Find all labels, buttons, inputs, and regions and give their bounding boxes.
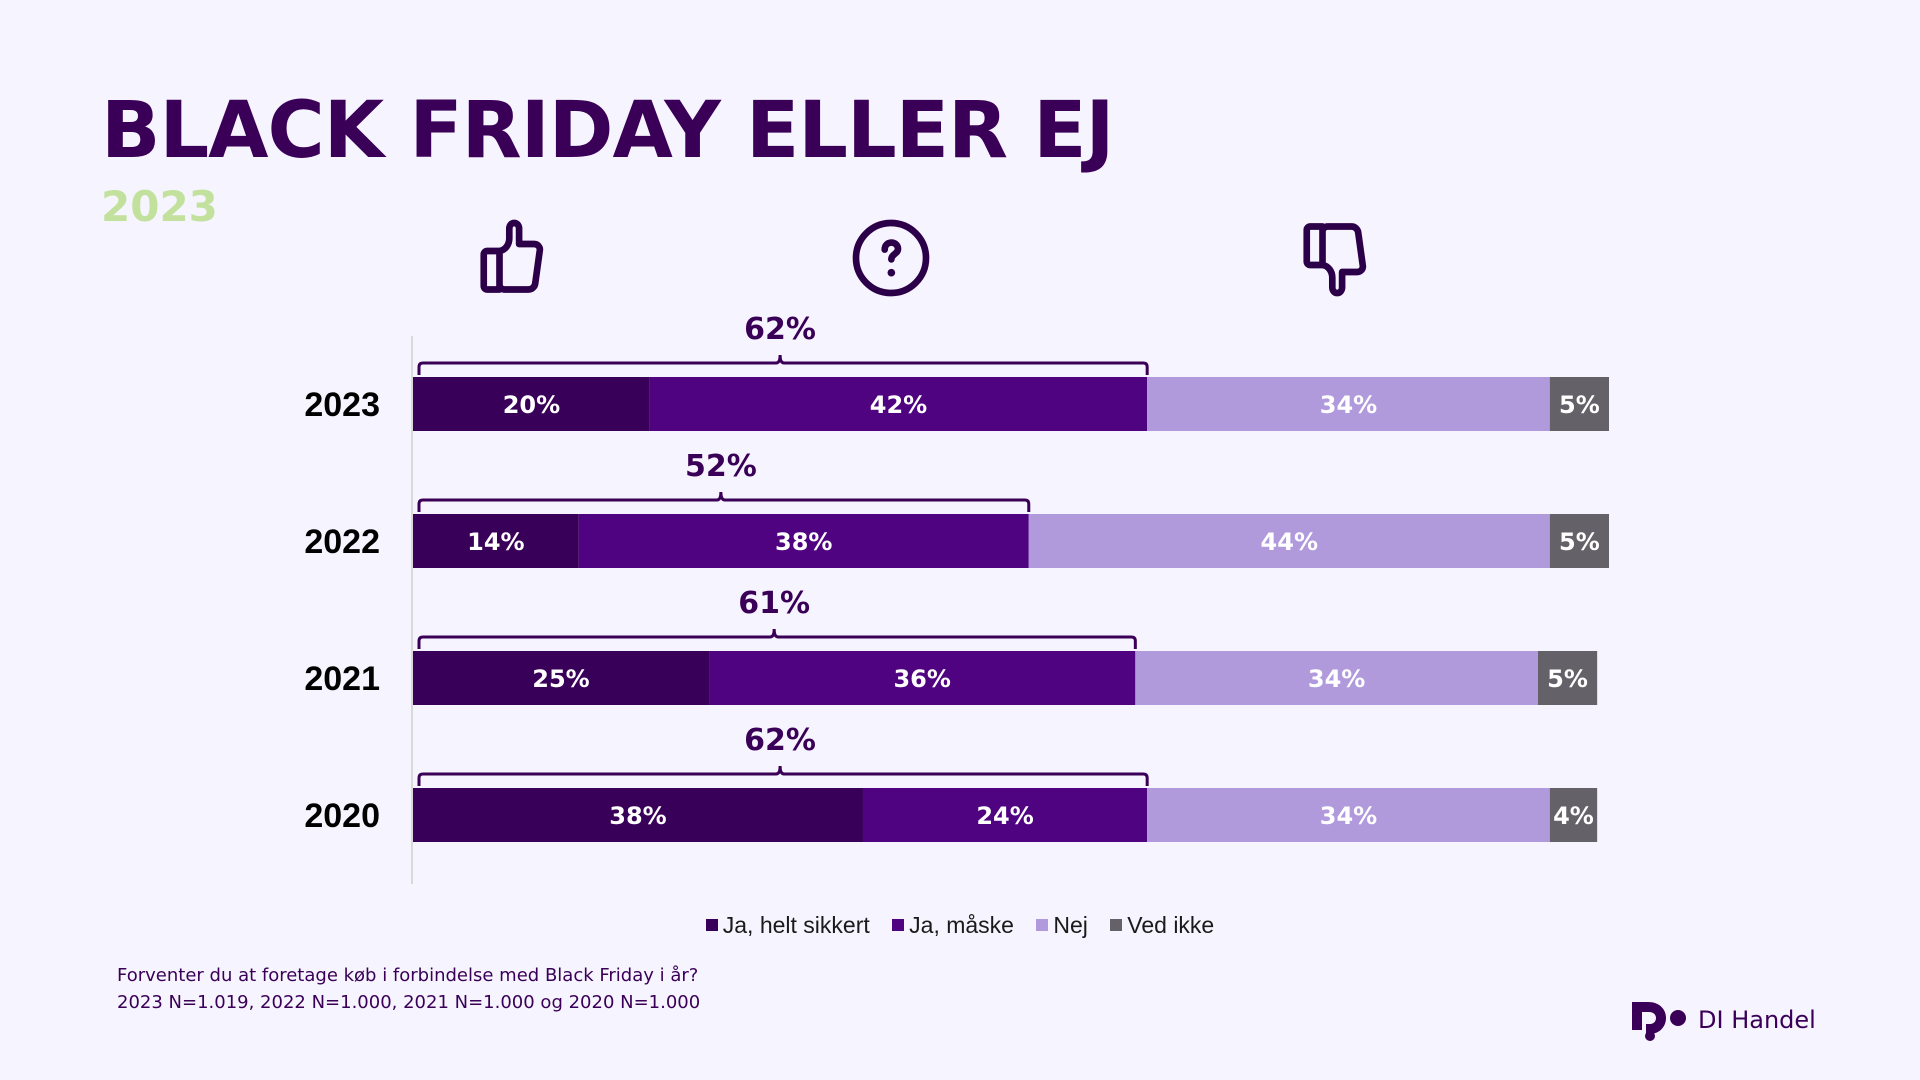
total-bracket xyxy=(417,628,1137,649)
total-bracket xyxy=(417,491,1031,512)
legend-item-ja-helt-sikkert: Ja, helt sikkert xyxy=(705,911,870,939)
bracket-total-label: 61% xyxy=(738,586,810,621)
bar-segment xyxy=(709,651,1136,705)
data-label: 36% xyxy=(893,665,950,693)
data-label: 14% xyxy=(467,528,524,556)
chart-legend: Ja, helt sikkert Ja, måske Nej Ved ikke xyxy=(0,910,1920,939)
bar-segment xyxy=(1549,377,1609,431)
thumbs-down-icon xyxy=(1303,223,1367,297)
legend-item-ved-ikke: Ved ikke xyxy=(1110,912,1214,939)
y-tick-label: 2021 xyxy=(304,660,380,698)
total-bracket xyxy=(417,765,1149,786)
bracket-total-label: 52% xyxy=(685,449,757,484)
bar-segment xyxy=(1028,514,1550,568)
legend-swatch xyxy=(705,919,718,931)
data-label: 38% xyxy=(775,528,832,556)
question-circle-icon xyxy=(852,219,930,297)
bar-segment xyxy=(578,514,1029,568)
di-logo-mark-icon xyxy=(1632,1002,1686,1041)
thumbs-up-icon xyxy=(480,219,544,293)
legend-item-nej: Nej xyxy=(1036,912,1088,939)
data-label: 5% xyxy=(1559,528,1600,556)
bracket-total-label: 62% xyxy=(744,723,816,758)
bar-segment xyxy=(413,377,650,431)
legend-swatch xyxy=(1110,919,1123,931)
bar-segment xyxy=(413,651,710,705)
bar-segment xyxy=(1147,788,1550,842)
legend-item-ja-maaske: Ja, måske xyxy=(892,912,1014,939)
bar-segment xyxy=(413,788,863,842)
logo-text: DI Handel xyxy=(1698,1006,1816,1034)
y-tick-label: 2022 xyxy=(304,523,380,561)
data-label: 20% xyxy=(503,391,560,419)
legend-label: Ved ikke xyxy=(1127,911,1215,938)
legend-swatch xyxy=(1036,919,1049,931)
data-label: 4% xyxy=(1553,802,1594,830)
bar-segment xyxy=(1135,651,1538,705)
legend-swatch xyxy=(892,919,905,931)
bar-segment xyxy=(413,514,579,568)
y-tick-label: 2023 xyxy=(304,386,380,424)
data-label: 24% xyxy=(976,802,1033,830)
footnote-question: Forventer du at foretage køb i forbindel… xyxy=(117,965,699,986)
bracket-total-label: 62% xyxy=(744,312,816,347)
data-label: 5% xyxy=(1559,391,1600,419)
data-label: 34% xyxy=(1320,391,1377,419)
data-label: 42% xyxy=(870,391,927,419)
legend-label: Ja, måske xyxy=(909,911,1014,938)
data-label: 5% xyxy=(1547,665,1588,693)
bar-segment xyxy=(1537,651,1598,705)
legend-label: Ja, helt sikkert xyxy=(722,911,870,938)
bar-segment xyxy=(649,377,1148,431)
data-label: 34% xyxy=(1320,802,1377,830)
data-label: 38% xyxy=(609,802,666,830)
page-title: BLACK FRIDAY ELLER EJ xyxy=(101,86,1114,176)
bar-segment xyxy=(1549,514,1609,568)
data-label: 25% xyxy=(532,665,589,693)
bar-segment xyxy=(862,788,1148,842)
total-bracket xyxy=(417,354,1149,375)
bar-segment xyxy=(1147,377,1550,431)
data-label: 44% xyxy=(1261,528,1318,556)
page-subtitle-year: 2023 xyxy=(101,182,218,231)
y-tick-label: 2020 xyxy=(304,797,380,835)
bar-segment xyxy=(1549,788,1598,842)
legend-label: Nej xyxy=(1053,911,1088,938)
footnote: Forventer du at foretage køb i forbindel… xyxy=(117,962,700,1016)
di-handel-logo: DI Handel xyxy=(1630,998,1816,1042)
data-label: 34% xyxy=(1308,665,1365,693)
footnote-sample-size: 2023 N=1.019, 2022 N=1.000, 2021 N=1.000… xyxy=(117,992,701,1013)
